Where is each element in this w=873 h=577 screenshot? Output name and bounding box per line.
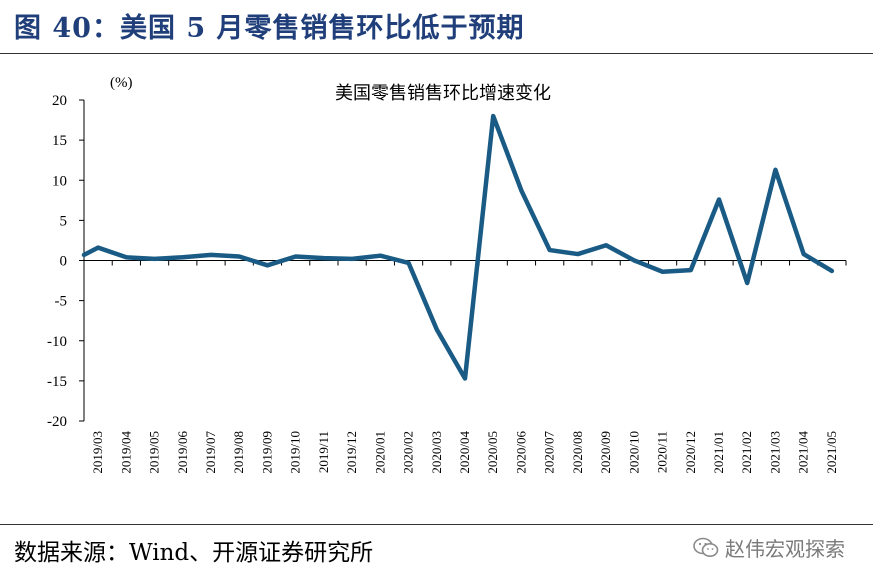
x-tick-label: 2020/05 <box>485 431 500 474</box>
x-tick-label: 2019/10 <box>288 431 303 474</box>
y-tick-label: -15 <box>47 374 67 390</box>
x-tick-label: 2019/06 <box>175 431 190 474</box>
source-note: 数据来源：Wind、开源证券研究所 <box>14 540 374 566</box>
y-tick-label: 0 <box>60 254 68 270</box>
line-chart: 20 15 10 5 0 -5 -10 -15 -20 2019/03 2019/04 2019/05… <box>47 75 847 474</box>
wechat-icon <box>693 537 719 557</box>
watermark: 赵伟宏观探索 <box>693 533 845 562</box>
x-tick-label: 2020/03 <box>429 431 444 474</box>
x-tick-label: 2021/04 <box>796 431 811 474</box>
x-tick-label: 2019/05 <box>147 431 162 474</box>
x-tick-label: 2020/10 <box>626 431 641 474</box>
watermark-text: 赵伟宏观探索 <box>725 537 845 561</box>
chart-title: 美国零售销售环比增速变化 <box>335 83 551 104</box>
y-tick-label: 10 <box>52 173 67 189</box>
series-line <box>95 113 835 381</box>
y-tick-label: -5 <box>55 294 68 310</box>
x-tick-label: 2020/02 <box>401 431 416 474</box>
x-tick-label: 2020/04 <box>457 431 472 474</box>
x-tick-label: 2020/08 <box>570 431 585 474</box>
x-tick-label: 2019/08 <box>231 431 246 474</box>
x-tick-label: 2019/03 <box>90 431 105 474</box>
x-tick-label: 2019/11 <box>316 431 331 473</box>
series-line-lead <box>81 245 101 258</box>
y-tick-label: -20 <box>47 414 67 430</box>
x-tick-label: 2021/03 <box>767 431 782 474</box>
x-tick-label: 2020/01 <box>372 431 387 474</box>
x-tick-label: 2020/09 <box>598 431 613 474</box>
chart-ticks: 20 15 10 5 0 -5 -10 -15 -20 2019/03 2019/04 2019/05… <box>47 93 847 474</box>
x-tick-label: 2020/07 <box>542 431 557 474</box>
y-tick-label: 5 <box>60 213 68 229</box>
y-tick-label: -10 <box>47 334 67 350</box>
x-tick-label: 2020/06 <box>513 431 528 474</box>
chart-series <box>81 113 835 381</box>
x-tick-label: 2020/11 <box>655 431 670 473</box>
x-tick-label: 2019/09 <box>259 431 274 474</box>
bottom-divider <box>0 524 873 525</box>
x-tick-label: 2021/02 <box>739 431 754 474</box>
x-tick-label: 2021/01 <box>711 431 726 474</box>
x-tick-label: 2019/12 <box>344 431 359 474</box>
y-unit-label: (%) <box>110 75 133 91</box>
x-tick-label: 2019/07 <box>203 431 218 474</box>
y-tick-label: 20 <box>52 93 67 109</box>
x-tick-label: 2021/05 <box>824 431 839 474</box>
x-tick-label: 2019/04 <box>118 431 133 474</box>
top-divider <box>0 53 873 54</box>
figure-title: 图 40：美国 5 月零售销售环比低于预期 <box>14 13 525 44</box>
y-tick-label: 15 <box>52 133 67 149</box>
x-tick-label: 2020/12 <box>683 431 698 474</box>
